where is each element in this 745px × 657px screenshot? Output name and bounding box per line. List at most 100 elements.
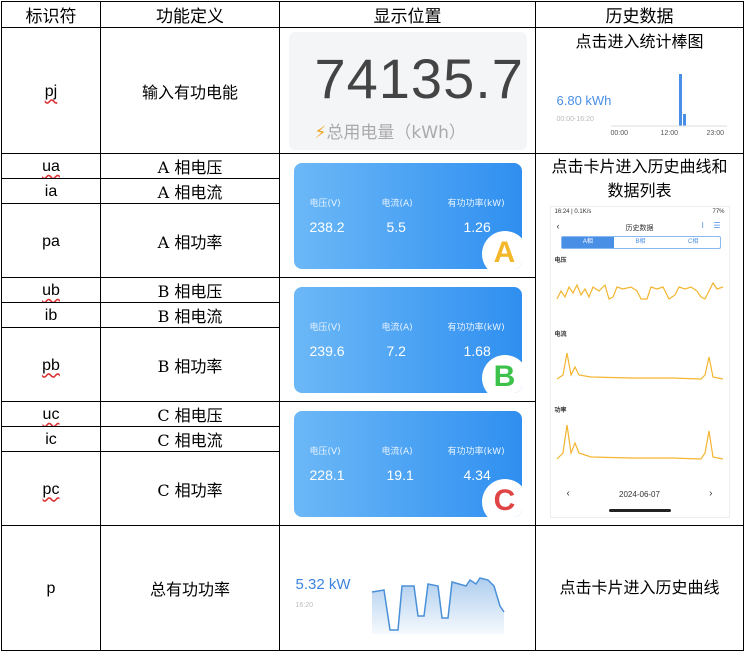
row-pc-code: pc [1, 451, 101, 526]
row-ia-def: A 相电流 [100, 178, 280, 204]
card-a-badge: A [481, 230, 522, 269]
row-ib-def: B 相电流 [100, 302, 280, 328]
header-function: 功能定义 [100, 1, 280, 28]
card-c-current: 19.1 [386, 466, 414, 483]
tab-phase-b[interactable]: B相 [635, 239, 646, 245]
card-a-voltage: 238.2 [309, 218, 345, 235]
prev-date-icon[interactable]: ‹ [566, 488, 570, 499]
card-c-power-label: 有功功率(kW) [447, 446, 505, 457]
card-c-badge: C [481, 478, 522, 517]
current-curve [556, 352, 723, 380]
card-b-current: 7.2 [386, 342, 406, 359]
energy-label-wrap: ⚡总用电量（kWh） [315, 118, 466, 143]
row-pb-def: B 相功率 [100, 327, 280, 402]
phase-history-note: 点击卡片进入历史曲线和数据列表 [551, 157, 728, 200]
phone-history-screenshot[interactable]: 16:24 | 0.1K/s 77% ‹ 历史数据 ⌇ ☰ A相 B相 C相 电… [549, 206, 730, 518]
card-b-power: 1.68 [463, 342, 491, 359]
row-pa-code: pa [1, 203, 101, 278]
section-voltage: 电压 [554, 257, 567, 264]
row-pj-def: 输入有功电能 [100, 27, 280, 154]
card-a-power: 1.26 [463, 218, 491, 235]
energy-label: 总用电量（kWh） [326, 122, 466, 143]
card-b-voltage: 239.6 [309, 342, 345, 359]
tab-phase-a[interactable]: A相 [561, 237, 615, 248]
row-p-code: p [1, 525, 101, 651]
row-ub-code: ub [1, 277, 101, 303]
row-ia-code: ia [1, 178, 101, 204]
header-history: 历史数据 [535, 1, 744, 28]
bar-mark [678, 74, 682, 126]
bar-preview-value: 6.80 kWh [556, 93, 612, 108]
card-c-power: 4.34 [463, 466, 491, 483]
card-a-voltage-label: 电压(V) [309, 198, 341, 209]
power-value: 5.32 kW [295, 576, 351, 593]
card-b-current-label: 电流(A) [381, 322, 413, 333]
header-display: 显示位置 [279, 1, 536, 28]
card-a-cell: 电压(V) 电流(A) 有功功率(kW) 238.2 5.5 1.26 A [279, 153, 536, 278]
row-ub-def: B 相电压 [100, 277, 280, 303]
bar-axis-2: 23:00 [706, 130, 725, 137]
bar-axis-1: 12:00 [660, 130, 679, 137]
next-date-icon[interactable]: › [709, 488, 713, 499]
row-uc-code: uc [1, 401, 101, 427]
back-icon[interactable]: ‹ [556, 221, 560, 231]
row-uc-def: C 相电压 [100, 401, 280, 427]
row-p-def: 总有功功率 [100, 525, 280, 651]
phase-tabs: A相 B相 C相 [560, 236, 721, 249]
card-a-power-label: 有功功率(kW) [447, 198, 505, 209]
bar-chart-preview[interactable]: 6.80 kWh 00:00-16:20 00:00 12:00 23:00 [550, 58, 729, 146]
bar-mark [682, 114, 686, 126]
power-area [371, 578, 504, 634]
card-b-voltage-label: 电压(V) [309, 322, 341, 333]
card-c-cell: 电压(V) 电流(A) 有功功率(kW) 228.1 19.1 4.34 C [279, 401, 536, 526]
energy-value: 74135.7 [314, 46, 524, 110]
power-mini-curve [371, 577, 505, 634]
power-line [371, 577, 505, 631]
header-id: 标识符 [1, 1, 101, 28]
row-ic-def: C 相电流 [100, 426, 280, 452]
list-icon[interactable]: ☰ [713, 221, 721, 230]
row-pj-code: pj [1, 27, 101, 154]
power-history-note: 点击卡片进入历史曲线 [559, 578, 720, 597]
phone-curves [555, 281, 723, 460]
lightning-icon: ⚡ [314, 122, 327, 143]
power-preview-card[interactable]: 5.32 kW 16:20 [287, 530, 528, 646]
power-time: 16:20 [295, 602, 314, 609]
card-a-current: 5.5 [386, 218, 406, 235]
row-p-history: 点击卡片进入历史曲线 [535, 525, 744, 651]
card-c-voltage-label: 电压(V) [309, 446, 341, 457]
card-c-current-label: 电流(A) [381, 446, 413, 457]
bar-preview-bars [610, 74, 727, 127]
power-curve [556, 424, 723, 460]
card-c-voltage: 228.1 [309, 466, 345, 483]
card-b-badge: B [481, 354, 522, 393]
row-ib-code: ib [1, 302, 101, 328]
phone-date: 2024-06-07 [619, 490, 660, 499]
row-pc-def: C 相功率 [100, 451, 280, 526]
phone-status-right: 77% [712, 209, 725, 215]
section-power: 功率 [554, 407, 567, 414]
row-pa-def: A 相功率 [100, 203, 280, 278]
row-pb-code: pb [1, 327, 101, 402]
row-ic-code: ic [1, 426, 101, 452]
tab-phase-c[interactable]: C相 [688, 239, 699, 245]
phase-card-a[interactable]: 电压(V) 电流(A) 有功功率(kW) 238.2 5.5 1.26 A [293, 162, 522, 269]
row-pj-history: 点击进入统计棒图 6.80 kWh 00:00-16:20 00:00 12:0… [535, 27, 744, 154]
row-ua-def: A 相电压 [100, 153, 280, 179]
bar-axis-0: 00:00 [610, 130, 629, 137]
section-current: 电流 [554, 331, 567, 338]
phone-title: 历史数据 [625, 224, 654, 232]
home-indicator [608, 509, 671, 512]
bar-preview-time: 00:00-16:20 [556, 116, 594, 123]
chart-icon[interactable]: ⌇ [700, 221, 705, 230]
voltage-curve [555, 281, 723, 300]
row-p-display: 5.32 kW 16:20 [279, 525, 536, 651]
card-b-cell: 电压(V) 电流(A) 有功功率(kW) 239.6 7.2 1.68 B [279, 277, 536, 402]
card-b-power-label: 有功功率(kW) [447, 322, 505, 333]
phase-card-b[interactable]: 电压(V) 电流(A) 有功功率(kW) 239.6 7.2 1.68 B [293, 286, 522, 393]
energy-history-note: 点击进入统计棒图 [575, 32, 704, 51]
phase-card-c[interactable]: 电压(V) 电流(A) 有功功率(kW) 228.1 19.1 4.34 C [293, 410, 522, 517]
row-pj-display: 74135.7 ⚡总用电量（kWh） [279, 27, 536, 154]
phase-history-cell: 点击卡片进入历史曲线和数据列表 16:24 | 0.1K/s 77% ‹ 历史数… [535, 153, 744, 526]
